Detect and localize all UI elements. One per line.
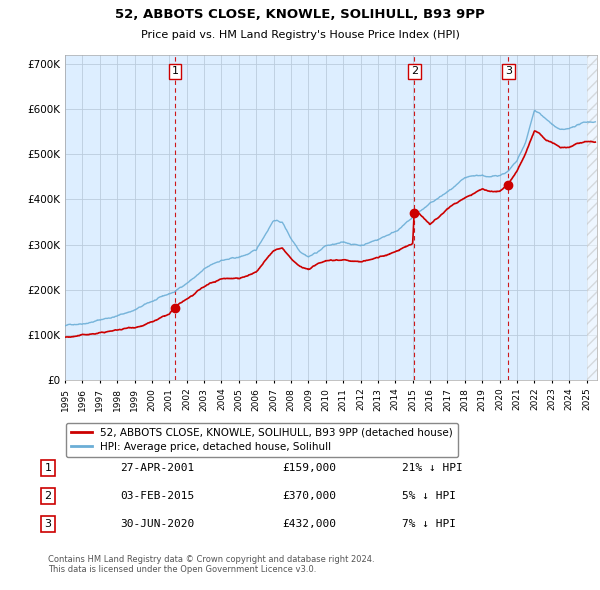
Text: 3: 3 [505,67,512,76]
Text: 3: 3 [44,519,52,529]
Text: £159,000: £159,000 [282,463,336,473]
Legend: 52, ABBOTS CLOSE, KNOWLE, SOLIHULL, B93 9PP (detached house), HPI: Average price: 52, ABBOTS CLOSE, KNOWLE, SOLIHULL, B93 … [66,422,458,457]
Text: 52, ABBOTS CLOSE, KNOWLE, SOLIHULL, B93 9PP: 52, ABBOTS CLOSE, KNOWLE, SOLIHULL, B93 … [115,8,485,21]
Text: 2: 2 [44,491,52,501]
Text: 1: 1 [44,463,52,473]
Text: Price paid vs. HM Land Registry's House Price Index (HPI): Price paid vs. HM Land Registry's House … [140,30,460,40]
Text: 2: 2 [411,67,418,76]
Text: 03-FEB-2015: 03-FEB-2015 [120,491,194,501]
Text: 1: 1 [172,67,178,76]
Text: Contains HM Land Registry data © Crown copyright and database right 2024.
This d: Contains HM Land Registry data © Crown c… [48,555,374,575]
Text: 30-JUN-2020: 30-JUN-2020 [120,519,194,529]
Text: 7% ↓ HPI: 7% ↓ HPI [402,519,456,529]
Text: £370,000: £370,000 [282,491,336,501]
Text: 21% ↓ HPI: 21% ↓ HPI [402,463,463,473]
Text: £432,000: £432,000 [282,519,336,529]
Text: 5% ↓ HPI: 5% ↓ HPI [402,491,456,501]
Text: 27-APR-2001: 27-APR-2001 [120,463,194,473]
